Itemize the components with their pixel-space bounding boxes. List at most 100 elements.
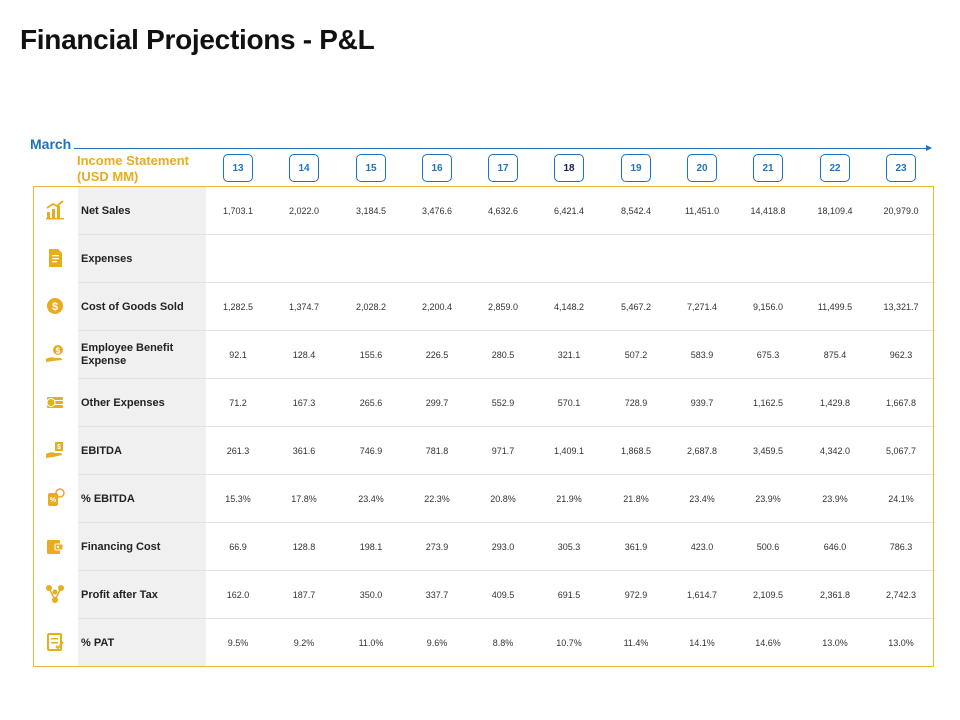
year-box-14[interactable]: 14 xyxy=(289,154,319,182)
network-money-icon xyxy=(44,583,66,605)
year-box-19[interactable]: 19 xyxy=(621,154,651,182)
table-cell: 691.5 xyxy=(557,590,581,600)
table-cell: 2,200.4 xyxy=(421,302,453,312)
timeline-arrow-icon xyxy=(926,145,932,151)
table-cell: 1,282.5 xyxy=(222,302,254,312)
year-box-13[interactable]: 13 xyxy=(223,154,253,182)
table-cell: 583.9 xyxy=(690,350,714,360)
table-cell: 1,667.8 xyxy=(885,398,917,408)
table-cell: 1,429.8 xyxy=(819,398,851,408)
year-box-16[interactable]: 16 xyxy=(422,154,452,182)
table-cell: 14.1% xyxy=(689,638,715,648)
table-cell: 187.7 xyxy=(292,590,316,600)
row-label: Employee Benefit Expense xyxy=(81,342,174,367)
row-divider xyxy=(78,570,933,571)
bar-chart-icon xyxy=(44,199,66,221)
checklist-icon xyxy=(44,631,66,653)
table-cell: 507.2 xyxy=(624,350,648,360)
table-cell: 675.3 xyxy=(756,350,780,360)
table-cell: 2,109.5 xyxy=(752,590,784,600)
year-box-17[interactable]: 17 xyxy=(488,154,518,182)
table-cell: 11,499.5 xyxy=(817,302,853,312)
row-label: % EBITDA xyxy=(81,492,135,505)
table-cell: 9.2% xyxy=(293,638,315,648)
table-cell: 11.0% xyxy=(358,638,384,648)
table-cell: 273.9 xyxy=(425,542,449,552)
table-cell: 728.9 xyxy=(624,398,648,408)
table-row: $ Cost of Goods Sold 1,282.5 1,374.7 2,028.2… xyxy=(34,283,933,331)
svg-text:$: $ xyxy=(52,301,58,313)
table-cell: 11.4% xyxy=(623,638,649,648)
table-cell: 226.5 xyxy=(425,350,449,360)
table-cell: 20.8% xyxy=(490,494,516,504)
table-cell: 9.5% xyxy=(227,638,249,648)
table-cell: 280.5 xyxy=(491,350,515,360)
table-cell: 14.6% xyxy=(755,638,781,648)
row-label: Cost of Goods Sold xyxy=(81,300,184,313)
table-row: Financing Cost 66.9 128.8 198.1 273.9 293.0 30… xyxy=(34,523,933,571)
section-label: Income Statement (USD MM) xyxy=(77,153,189,184)
table-cell: 972.9 xyxy=(624,590,648,600)
table-cell: 24.1% xyxy=(888,494,914,504)
year-box-20[interactable]: 20 xyxy=(687,154,717,182)
table-row: % PAT 9.5% 9.2% 11.0% 9.6% 8.8% 10.7% 11.4% 14.1… xyxy=(34,619,933,667)
year-box-18[interactable]: 18 xyxy=(554,154,584,182)
table-cell: 128.8 xyxy=(292,542,316,552)
table-cell: 5,467.2 xyxy=(620,302,652,312)
table-cell: 18,109.4 xyxy=(817,206,853,216)
hand-money-icon: $ xyxy=(44,439,66,461)
hand-coin-icon: $ xyxy=(44,343,66,365)
table-cell: 22.3% xyxy=(424,494,450,504)
table-cell: 423.0 xyxy=(690,542,714,552)
table-cell: 781.8 xyxy=(425,446,449,456)
table-cell: 786.3 xyxy=(889,542,913,552)
table-cell: 261.3 xyxy=(226,446,250,456)
table-cell: 361.9 xyxy=(624,542,648,552)
document-dollar-icon xyxy=(44,247,66,269)
table-cell: 21.8% xyxy=(623,494,649,504)
table-cell: 1,868.5 xyxy=(620,446,652,456)
row-divider xyxy=(78,282,933,283)
table-cell: 128.4 xyxy=(292,350,316,360)
svg-text:%: % xyxy=(50,497,57,504)
table-cell: 321.1 xyxy=(557,350,581,360)
table-row: Net Sales 1,703.1 2,022.0 3,184.5 3,476.6 4,6… xyxy=(34,187,933,235)
row-divider xyxy=(78,618,933,619)
table-cell: 23.9% xyxy=(755,494,781,504)
year-box-21[interactable]: 21 xyxy=(753,154,783,182)
row-label: Net Sales xyxy=(81,204,131,217)
table-cell: 4,148.2 xyxy=(553,302,585,312)
table-cell: 1,703.1 xyxy=(222,206,254,216)
table-cell: 570.1 xyxy=(557,398,581,408)
table-cell: 14,418.8 xyxy=(750,206,786,216)
table-cell: 155.6 xyxy=(359,350,383,360)
table-cell: 337.7 xyxy=(425,590,449,600)
cash-stack-icon xyxy=(44,391,66,413)
table-cell: 962.3 xyxy=(889,350,913,360)
year-box-23[interactable]: 23 xyxy=(886,154,916,182)
table-cell: 875.4 xyxy=(823,350,847,360)
year-box-22[interactable]: 22 xyxy=(820,154,850,182)
table-cell: 23.4% xyxy=(358,494,384,504)
table-cell: 4,632.6 xyxy=(487,206,519,216)
table-cell: 162.0 xyxy=(226,590,250,600)
table-cell: 13.0% xyxy=(888,638,914,648)
row-label: % PAT xyxy=(81,636,115,649)
table-cell: 8,542.4 xyxy=(620,206,652,216)
table-row: Other Expenses 71.2 167.3 265.6 299.7 552.9 57… xyxy=(34,379,933,427)
table-cell: 7,271.4 xyxy=(686,302,718,312)
table-cell: 2,859.0 xyxy=(487,302,519,312)
table-cell: 265.6 xyxy=(359,398,383,408)
table-cell: 1,409.1 xyxy=(553,446,585,456)
year-box-15[interactable]: 15 xyxy=(356,154,386,182)
table-cell: 361.6 xyxy=(292,446,316,456)
row-divider xyxy=(78,378,933,379)
wallet-icon xyxy=(44,535,66,557)
table-cell: 167.3 xyxy=(292,398,316,408)
table-cell: 15.3% xyxy=(225,494,251,504)
table-cell: 299.7 xyxy=(425,398,449,408)
table-cell: 9.6% xyxy=(426,638,448,648)
table-cell: 500.6 xyxy=(756,542,780,552)
table-cell: 13,321.7 xyxy=(883,302,919,312)
table-cell: 66.9 xyxy=(229,542,247,552)
